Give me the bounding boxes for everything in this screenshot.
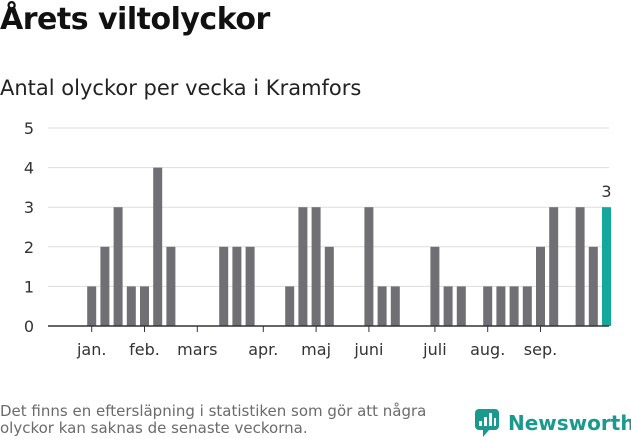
bar: [219, 246, 229, 326]
x-tick-label: mars: [177, 340, 217, 359]
bar: [324, 246, 334, 326]
y-tick-label: 4: [24, 159, 34, 178]
y-tick-label: 0: [24, 317, 34, 336]
footnote: Det finns en eftersläpning i statistiken…: [0, 402, 427, 437]
bar: [536, 246, 545, 326]
bar: [311, 207, 321, 326]
x-tick-label: juni: [353, 340, 383, 359]
y-tick-label: 5: [24, 119, 34, 138]
x-tick-label: jan.: [76, 340, 106, 359]
bar: [87, 286, 97, 326]
x-tick-label: juli: [422, 340, 446, 359]
brand-logo: Newsworthy: [474, 407, 631, 439]
bar: [496, 286, 506, 326]
bar: [377, 286, 387, 326]
bar: [166, 246, 176, 326]
bar: [245, 246, 255, 326]
bar: [364, 207, 374, 326]
brand-name: Newsworthy: [508, 411, 631, 435]
bar: [298, 207, 308, 326]
bar-chart: 0 1 2 3 4 5 3 jan. feb. mars apr. maj juni juli aug. se…: [24, 119, 612, 359]
bar: [522, 286, 532, 326]
bar: [588, 246, 598, 326]
bar: [509, 286, 519, 326]
chart-subtitle: Antal olyckor per vecka i Kramfors: [0, 76, 362, 100]
bar: [140, 286, 149, 326]
x-tick-label: feb.: [129, 340, 160, 359]
bar: [483, 286, 493, 326]
data-label: 3: [601, 182, 611, 201]
bar: [126, 286, 136, 326]
bar: [285, 286, 295, 326]
bar: [390, 286, 400, 326]
x-tick-label: apr.: [248, 340, 278, 359]
bar-highlight: [602, 207, 611, 326]
x-tick-label: maj: [301, 340, 331, 359]
x-tick-label: aug.: [470, 340, 505, 359]
y-tick-label: 1: [24, 277, 34, 296]
bar: [549, 207, 559, 326]
chart-title: Årets viltolyckor: [0, 2, 270, 37]
bar: [153, 167, 163, 326]
bar: [113, 207, 123, 326]
y-tick-label: 2: [24, 238, 34, 257]
bar: [430, 246, 440, 326]
bar: [100, 246, 110, 326]
x-tick-label: sep.: [524, 340, 557, 359]
bar: [456, 286, 466, 326]
bar: [575, 207, 585, 326]
newsworthy-logo-icon: [475, 409, 499, 437]
y-tick-label: 3: [24, 198, 34, 217]
bar: [232, 246, 242, 326]
bar: [443, 286, 453, 326]
